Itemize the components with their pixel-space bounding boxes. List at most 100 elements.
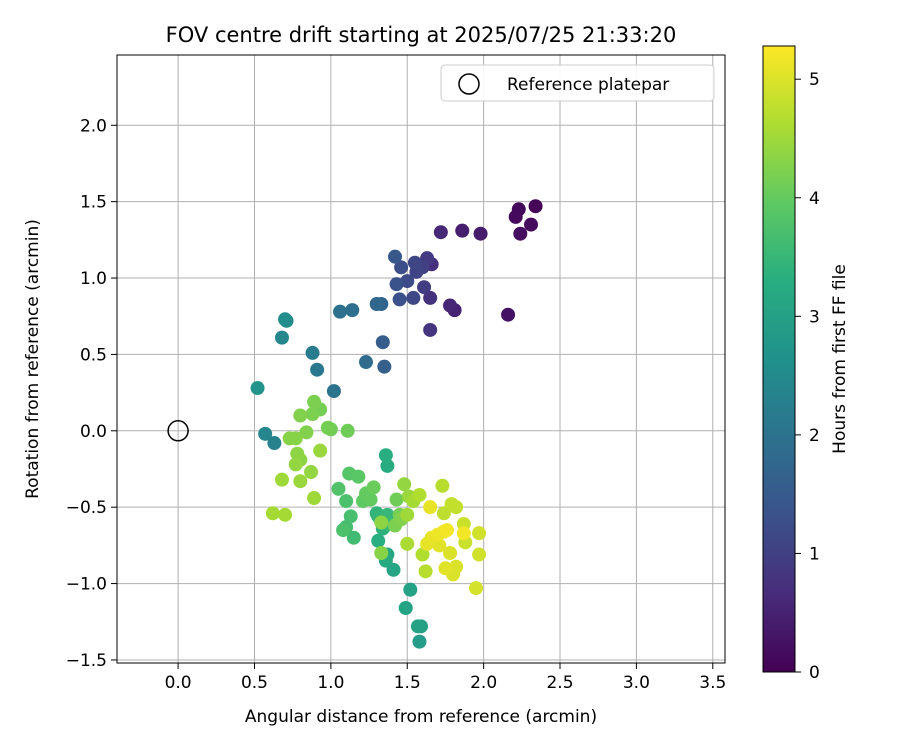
colorbar-tick-label: 1 bbox=[809, 544, 820, 564]
data-point bbox=[436, 506, 451, 521]
data-point bbox=[443, 298, 458, 313]
data-point bbox=[423, 290, 438, 305]
data-point bbox=[320, 420, 335, 435]
data-point bbox=[278, 312, 293, 327]
data-point bbox=[388, 249, 403, 264]
data-point bbox=[472, 547, 487, 562]
data-point bbox=[423, 322, 438, 337]
data-point bbox=[392, 292, 407, 307]
data-point bbox=[449, 559, 464, 574]
data-point bbox=[389, 277, 404, 292]
data-point bbox=[293, 408, 308, 423]
data-point bbox=[250, 381, 265, 396]
data-point bbox=[305, 345, 320, 360]
data-point bbox=[359, 355, 374, 370]
y-tick-label: −0.5 bbox=[66, 498, 107, 518]
data-point bbox=[412, 487, 427, 502]
grid-lines bbox=[117, 55, 725, 663]
data-point bbox=[400, 507, 415, 522]
data-point bbox=[468, 581, 483, 596]
data-point bbox=[351, 469, 366, 484]
data-point bbox=[333, 304, 348, 319]
data-point bbox=[523, 217, 538, 232]
x-tick-label: 0.0 bbox=[165, 673, 192, 693]
y-axis-ticks: −1.5 −1.0 −0.5 0.0 0.5 1.0 1.5 2.0 bbox=[66, 116, 117, 671]
colorbar-ticks: 0 1 2 3 4 5 bbox=[795, 70, 820, 683]
data-point bbox=[293, 474, 308, 489]
data-point bbox=[455, 223, 470, 238]
data-point bbox=[456, 526, 471, 541]
data-point bbox=[326, 384, 341, 399]
data-point bbox=[363, 492, 378, 507]
data-point bbox=[346, 530, 361, 545]
data-point bbox=[371, 533, 386, 548]
y-tick-label: 0.0 bbox=[80, 422, 107, 442]
data-point bbox=[439, 523, 454, 538]
scatter-points bbox=[250, 199, 543, 649]
data-point bbox=[386, 562, 401, 577]
data-point bbox=[374, 546, 389, 561]
data-point bbox=[336, 523, 351, 538]
y-tick-label: −1.5 bbox=[66, 651, 107, 671]
plot-frame bbox=[116, 54, 726, 664]
data-point bbox=[406, 290, 421, 305]
data-point bbox=[443, 546, 458, 561]
data-point bbox=[398, 601, 413, 616]
x-tick-label: 2.5 bbox=[546, 673, 573, 693]
data-point bbox=[282, 431, 297, 446]
data-point bbox=[403, 582, 418, 597]
y-tick-label: 0.5 bbox=[80, 345, 107, 365]
data-point bbox=[258, 426, 273, 441]
data-point bbox=[501, 307, 516, 322]
data-point bbox=[472, 526, 487, 541]
data-point bbox=[339, 494, 354, 509]
x-tick-label: 2.0 bbox=[470, 673, 497, 693]
data-point bbox=[415, 547, 430, 562]
data-point bbox=[288, 457, 303, 472]
colorbar bbox=[763, 46, 795, 672]
colorbar-label: Hours from first FF file bbox=[830, 264, 850, 454]
y-tick-label: 1.0 bbox=[80, 269, 107, 289]
data-point bbox=[265, 506, 280, 521]
data-point bbox=[378, 448, 393, 463]
data-point bbox=[400, 536, 415, 551]
data-point bbox=[307, 491, 322, 506]
data-point bbox=[343, 509, 358, 524]
colorbar-frame bbox=[762, 45, 796, 673]
data-point bbox=[508, 209, 523, 224]
x-axis-ticks: 0.0 0.5 1.0 1.5 2.0 2.5 3.0 3.5 bbox=[165, 663, 726, 693]
x-tick-label: 3.0 bbox=[623, 673, 650, 693]
data-point bbox=[528, 199, 543, 214]
data-point bbox=[513, 226, 528, 241]
data-point bbox=[377, 359, 392, 374]
y-tick-label: 2.0 bbox=[80, 116, 107, 136]
data-point bbox=[310, 362, 325, 377]
data-point bbox=[423, 500, 438, 515]
colorbar-tick-label: 3 bbox=[809, 307, 820, 327]
data-point bbox=[331, 481, 346, 496]
data-point bbox=[394, 260, 409, 275]
legend-box bbox=[440, 64, 715, 102]
data-point bbox=[417, 280, 432, 295]
data-point bbox=[369, 297, 384, 312]
chart-title: FOV centre drift starting at 2025/07/25 … bbox=[166, 23, 677, 47]
data-point bbox=[435, 478, 450, 493]
data-point bbox=[412, 634, 427, 649]
data-point bbox=[305, 406, 320, 421]
data-point bbox=[397, 477, 412, 492]
data-point bbox=[278, 507, 293, 522]
data-point bbox=[345, 303, 360, 318]
data-point bbox=[449, 500, 464, 515]
data-point bbox=[313, 443, 328, 458]
x-tick-label: 3.5 bbox=[699, 673, 726, 693]
data-point bbox=[473, 226, 488, 241]
colorbar-tick-label: 2 bbox=[809, 426, 820, 446]
legend: Reference platepar bbox=[440, 64, 715, 102]
data-point bbox=[366, 480, 381, 495]
data-point bbox=[380, 458, 395, 473]
y-tick-label: 1.5 bbox=[80, 193, 107, 213]
x-tick-label: 1.5 bbox=[394, 673, 421, 693]
x-axis-label: Angular distance from reference (arcmin) bbox=[245, 707, 597, 727]
data-point bbox=[274, 472, 289, 487]
